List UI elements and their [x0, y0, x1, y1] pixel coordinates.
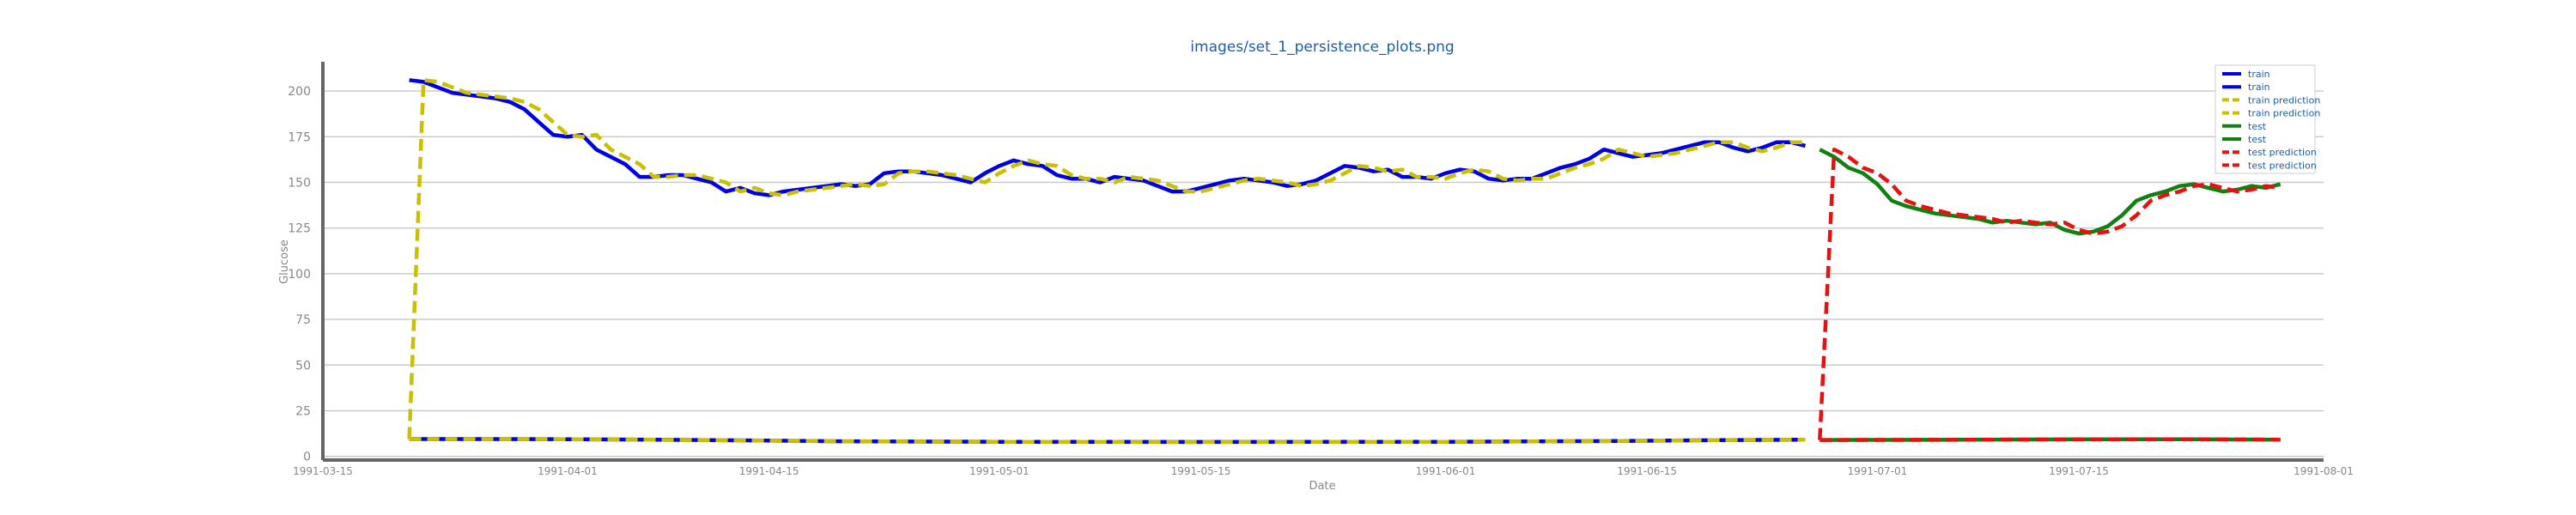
x-tick-label-4: 1991-05-15	[1171, 465, 1231, 477]
series-line-3-train-prediction	[409, 437, 1806, 445]
y-tick-label-175: 175	[288, 130, 311, 144]
x-tick-label-6: 1991-06-15	[1617, 465, 1677, 477]
x-tick-label-9: 1991-08-01	[2293, 465, 2354, 477]
legend-box	[2215, 64, 2316, 174]
legend-label-2: train prediction	[2248, 94, 2320, 106]
legend-label-6: test prediction	[2248, 147, 2317, 158]
legend-label-5: test	[2248, 134, 2267, 145]
legend-label-3: train prediction	[2248, 108, 2320, 119]
x-axis-label: Date	[1309, 480, 1335, 493]
y-tick-label-100: 100	[288, 268, 311, 282]
y-tick-label-200: 200	[288, 85, 311, 99]
x-tick-label-3: 1991-05-01	[969, 465, 1030, 477]
legend-label-4: test	[2248, 121, 2267, 132]
series-line-7-test-prediction	[1820, 437, 2281, 442]
axes	[321, 62, 2324, 462]
x-axis-ticks: 1991-03-15 1991-04-01 1991-04-15 1991-05-01…	[293, 465, 2354, 477]
y-tick-label-50: 50	[295, 359, 311, 373]
series-lines	[407, 78, 2281, 445]
x-tick-label-0: 1991-03-15	[293, 465, 353, 477]
legend-label-7: test prediction	[2248, 160, 2317, 171]
grid-lines	[323, 90, 2324, 457]
chart-title: images/set_1_persistence_plots.png	[1190, 39, 1454, 56]
y-tick-label-25: 25	[295, 405, 311, 419]
y-tick-label-75: 75	[295, 313, 311, 327]
series-line-6-test-prediction	[1818, 147, 2281, 440]
series-line-2-train-prediction	[407, 78, 1806, 439]
x-tick-label-2: 1991-04-15	[739, 465, 799, 477]
y-axis-label: Glucose	[278, 239, 291, 284]
y-axis-ticks: 0 25 50 75 100 125 150 175 200	[288, 85, 311, 464]
y-tick-label-150: 150	[288, 176, 311, 190]
legend-label-0: train	[2248, 69, 2270, 80]
x-tick-label-7: 1991-07-01	[1847, 465, 1907, 477]
x-tick-label-8: 1991-07-15	[2049, 465, 2109, 477]
series-line-5-test	[1820, 437, 2281, 442]
y-tick-label-125: 125	[288, 222, 311, 236]
y-tick-label-0: 0	[303, 451, 311, 464]
legend-label-1: train	[2248, 82, 2270, 93]
x-tick-label-5: 1991-06-01	[1416, 465, 1476, 477]
x-tick-label-1: 1991-04-01	[538, 465, 598, 477]
